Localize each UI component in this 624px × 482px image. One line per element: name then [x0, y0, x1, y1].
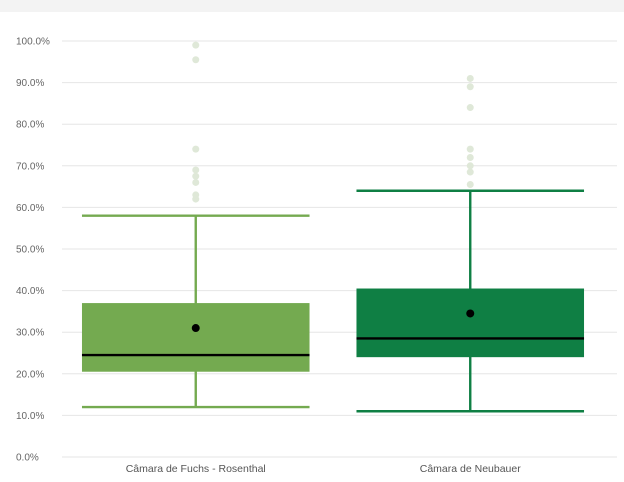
- gridlines: [62, 40, 617, 458]
- mean-marker: [466, 309, 475, 318]
- outlier-point: [466, 145, 474, 153]
- outlier-point: [466, 153, 474, 161]
- mean-marker: [191, 324, 200, 333]
- outlier-point: [466, 104, 474, 112]
- box-plot-chart: 0.0% 10.0% 20.0% 30.0% 40.0% 50.0% 60.0% 70.0% 8…: [16, 37, 617, 475]
- y-tick-label: 60.0%: [16, 203, 44, 214]
- y-axis-ticks: 0.0% 10.0% 20.0% 30.0% 40.0% 50.0% 60.0% 70.0% 8…: [16, 37, 50, 464]
- x-category-label: Câmara de Neubauer: [420, 463, 521, 475]
- outlier-point: [466, 162, 474, 170]
- outlier-point: [192, 145, 200, 153]
- outlier-point: [192, 41, 200, 49]
- boxes: [81, 41, 585, 413]
- outlier-point: [466, 181, 474, 189]
- box-group: [81, 41, 310, 409]
- iqr-box: [356, 288, 585, 358]
- outlier-point: [192, 56, 200, 64]
- y-tick-label: 20.0%: [16, 369, 44, 380]
- y-tick-label: 40.0%: [16, 286, 44, 297]
- outlier-point: [466, 168, 474, 176]
- box-group: [356, 74, 585, 413]
- outlier-point: [192, 166, 200, 174]
- chart-panel: 0.0% 10.0% 20.0% 30.0% 40.0% 50.0% 60.0% 70.0% 8…: [0, 12, 624, 482]
- outlier-point: [466, 74, 474, 82]
- iqr-box: [81, 303, 310, 372]
- y-tick-label: 70.0%: [16, 161, 44, 172]
- outlier-point: [466, 83, 474, 91]
- outlier-point: [192, 172, 200, 180]
- outlier-point: [192, 178, 200, 186]
- x-category-label: Câmara de Fuchs - Rosenthal: [126, 463, 266, 475]
- x-axis-labels: Câmara de Fuchs - Rosenthal Câmara de Neu…: [126, 463, 522, 475]
- y-tick-label: 90.0%: [16, 78, 44, 89]
- y-tick-label: 30.0%: [16, 328, 44, 339]
- y-tick-label: 10.0%: [16, 411, 44, 422]
- y-tick-label: 100.0%: [16, 37, 50, 48]
- y-tick-label: 0.0%: [16, 453, 39, 464]
- y-tick-label: 50.0%: [16, 245, 44, 256]
- y-tick-label: 80.0%: [16, 120, 44, 131]
- outlier-point: [192, 195, 200, 203]
